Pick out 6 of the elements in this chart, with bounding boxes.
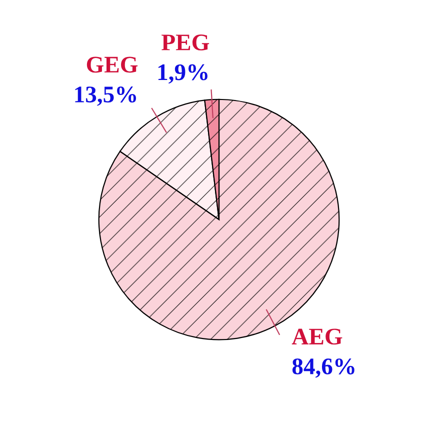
data-label: 84,6% [292,358,354,378]
slice-label: GEG [86,56,138,73]
slice-label: AEG [292,328,342,345]
data-label: 1,9% [158,64,208,84]
slice-label: PEG [162,34,210,50]
data-label: 13,5% [75,86,136,106]
